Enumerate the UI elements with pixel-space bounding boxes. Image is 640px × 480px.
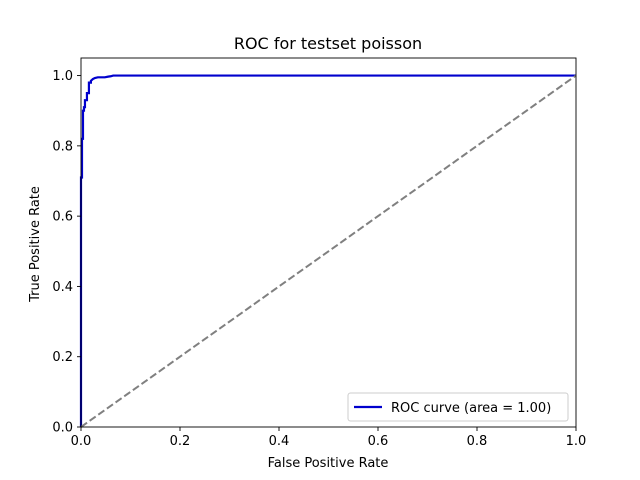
x-tick-label: 0.4 bbox=[269, 434, 290, 449]
roc-curve-line bbox=[79, 74, 576, 427]
x-tick-label: 0.0 bbox=[71, 434, 92, 449]
x-tick-label: 0.6 bbox=[368, 434, 389, 449]
x-tick-label: 0.2 bbox=[170, 434, 191, 449]
y-tick-label: 0.2 bbox=[52, 350, 73, 365]
legend-box bbox=[347, 392, 569, 422]
x-axis-label: False Positive Rate bbox=[268, 456, 389, 471]
y-tick-label: 0.6 bbox=[52, 210, 73, 225]
x-tick-label: 0.8 bbox=[467, 434, 488, 449]
plot-frame bbox=[80, 57, 577, 428]
diagonal-reference-line bbox=[80, 74, 577, 428]
chart-title: ROC for testset poisson bbox=[234, 34, 422, 53]
x-tick-label: 1.0 bbox=[566, 434, 587, 449]
legend-label: ROC curve (area = 1.00) bbox=[391, 401, 551, 416]
y-axis-label: True Positive Rate bbox=[28, 186, 43, 303]
y-tick-label: 0.0 bbox=[52, 421, 73, 436]
y-tick-label: 1.0 bbox=[52, 69, 73, 84]
y-tick-label: 0.4 bbox=[52, 280, 73, 295]
plot-area: 0.0 0.2 0.4 0.6 0.8 1.0 0.0 0.2 0.4 0.6 0.8 1.0 ROC … bbox=[52, 57, 587, 449]
y-tick-label: 0.8 bbox=[52, 139, 73, 154]
